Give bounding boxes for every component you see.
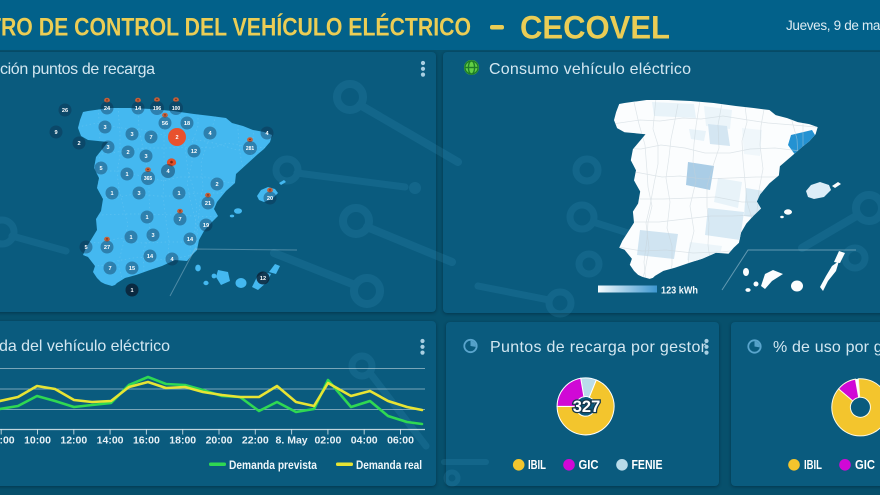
svg-text:IBIL: IBIL [804, 458, 822, 472]
svg-text:1: 1 [125, 172, 128, 178]
svg-text:1: 1 [110, 191, 113, 197]
svg-text:196: 196 [153, 106, 162, 112]
svg-text:20: 20 [267, 196, 273, 202]
svg-text:10:00: 10:00 [24, 435, 51, 447]
svg-text:ción puntos de recarga: ción puntos de recarga [0, 61, 155, 78]
svg-text:1: 1 [130, 288, 133, 294]
svg-text:16:00: 16:00 [133, 435, 160, 447]
svg-text:18: 18 [184, 121, 190, 127]
svg-text:21: 21 [205, 201, 211, 207]
svg-text:12: 12 [260, 276, 266, 282]
svg-text:22:00: 22:00 [242, 435, 269, 447]
svg-text:19: 19 [203, 223, 209, 229]
svg-text:3: 3 [151, 233, 154, 239]
svg-text:3: 3 [103, 125, 106, 131]
svg-text:TRO DE CONTROL DEL VEHÍCULO EL: TRO DE CONTROL DEL VEHÍCULO ELÉCTRICO [0, 13, 471, 42]
svg-text:Puntos de recarga por gestor: Puntos de recarga por gestor [490, 339, 707, 356]
svg-text:1: 1 [129, 235, 132, 241]
svg-text:GIC: GIC [855, 458, 875, 472]
svg-text:Jueves, 9 de mayo: Jueves, 9 de mayo [786, 18, 880, 33]
svg-text:9: 9 [54, 130, 57, 136]
svg-text:7: 7 [108, 266, 111, 272]
svg-text:20:00: 20:00 [206, 435, 233, 447]
svg-text:3: 3 [130, 132, 133, 138]
svg-text:5: 5 [99, 166, 102, 172]
svg-text:100: 100 [172, 106, 181, 112]
svg-text:56: 56 [162, 121, 168, 127]
svg-text:2: 2 [215, 182, 218, 188]
svg-text:02:00: 02:00 [314, 435, 341, 447]
svg-text:7: 7 [149, 135, 152, 141]
svg-text:FENIE: FENIE [632, 458, 663, 472]
svg-text:4: 4 [166, 169, 170, 175]
svg-text:3: 3 [137, 191, 140, 197]
svg-text:123 kWh: 123 kWh [661, 286, 698, 297]
svg-text:2: 2 [126, 150, 129, 156]
svg-text:GIC: GIC [579, 458, 599, 472]
svg-text:1: 1 [145, 215, 148, 221]
svg-text:7: 7 [178, 217, 181, 223]
svg-text:12: 12 [191, 149, 197, 155]
svg-text:3: 3 [106, 145, 109, 151]
svg-text:2: 2 [175, 135, 178, 141]
svg-text:4: 4 [208, 131, 212, 137]
svg-text:14: 14 [147, 254, 154, 260]
svg-text:da del vehículo eléctrico: da del vehículo eléctrico [0, 338, 170, 355]
svg-text:04:00: 04:00 [351, 435, 378, 447]
svg-text:Consumo vehículo eléctrico: Consumo vehículo eléctrico [489, 61, 691, 78]
svg-text:Demanda prevista: Demanda prevista [229, 458, 317, 472]
svg-text:IBIL: IBIL [528, 458, 546, 472]
svg-text:18:00: 18:00 [169, 435, 196, 447]
svg-text:3: 3 [144, 154, 147, 160]
svg-text:14: 14 [187, 237, 194, 243]
svg-text:12:00: 12:00 [60, 435, 87, 447]
svg-text:2: 2 [77, 141, 80, 147]
svg-text:% de uso por gestor: % de uso por gestor [773, 339, 880, 356]
svg-text:08:00: 08:00 [0, 435, 15, 447]
svg-text:5: 5 [84, 245, 87, 251]
svg-text:281: 281 [246, 146, 255, 152]
svg-text:365: 365 [144, 176, 153, 182]
svg-text:327: 327 [573, 398, 601, 416]
svg-text:15: 15 [129, 266, 135, 272]
svg-text:24: 24 [104, 106, 111, 112]
svg-text:06:00: 06:00 [387, 435, 414, 447]
svg-text:26: 26 [62, 108, 68, 114]
svg-text:Demanda real: Demanda real [356, 458, 422, 472]
svg-text:14: 14 [135, 106, 142, 112]
svg-text:CECOVEL: CECOVEL [520, 10, 670, 46]
svg-text:14:00: 14:00 [97, 435, 124, 447]
svg-text:8. May: 8. May [276, 435, 308, 447]
svg-text:1: 1 [177, 191, 180, 197]
svg-text:4: 4 [265, 131, 269, 137]
svg-text:4: 4 [170, 257, 174, 263]
svg-text:27: 27 [104, 245, 110, 251]
